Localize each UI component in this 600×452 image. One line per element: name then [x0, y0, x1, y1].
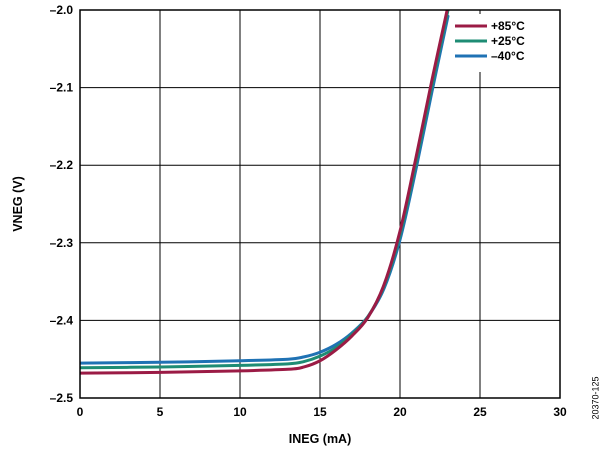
y-axis-title: VNEG (V) [11, 176, 25, 232]
x-tick-label: 0 [77, 405, 84, 419]
x-tick-label: 5 [157, 405, 164, 419]
y-tick-label: –2.2 [50, 158, 74, 172]
legend: +85°C+25°C–40°C [450, 14, 556, 72]
plot-frame [79, 9, 561, 399]
x-axis-title: INEG (mA) [289, 432, 352, 446]
x-tick-label: 20 [393, 405, 407, 419]
grid [80, 10, 560, 398]
series-line [80, 14, 450, 365]
x-tick-label: 15 [313, 405, 327, 419]
y-tick-label: –2.1 [50, 81, 74, 95]
x-tick-label: 10 [233, 405, 247, 419]
legend-label: +85°C [491, 19, 525, 33]
series-line [80, 10, 449, 375]
y-tick-label: –2.5 [50, 391, 74, 405]
x-tick-labels: 0 5 10 15 20 25 30 [77, 405, 567, 419]
series-line [80, 10, 450, 370]
y-tick-label: –2.4 [50, 313, 74, 327]
legend-label: +25°C [491, 34, 525, 48]
legend-background [450, 14, 556, 72]
x-tick-label: 25 [473, 405, 487, 419]
x-tick-label: 30 [553, 405, 567, 419]
y-tick-label: –2.3 [50, 236, 74, 250]
legend-label: –40°C [491, 49, 525, 63]
figure-id: 20370-125 [590, 376, 600, 419]
y-tick-label: –2.0 [50, 3, 74, 17]
y-tick-labels: –2.0 –2.1 –2.2 –2.3 –2.4 –2.5 [50, 3, 74, 405]
series-lines [80, 10, 450, 375]
